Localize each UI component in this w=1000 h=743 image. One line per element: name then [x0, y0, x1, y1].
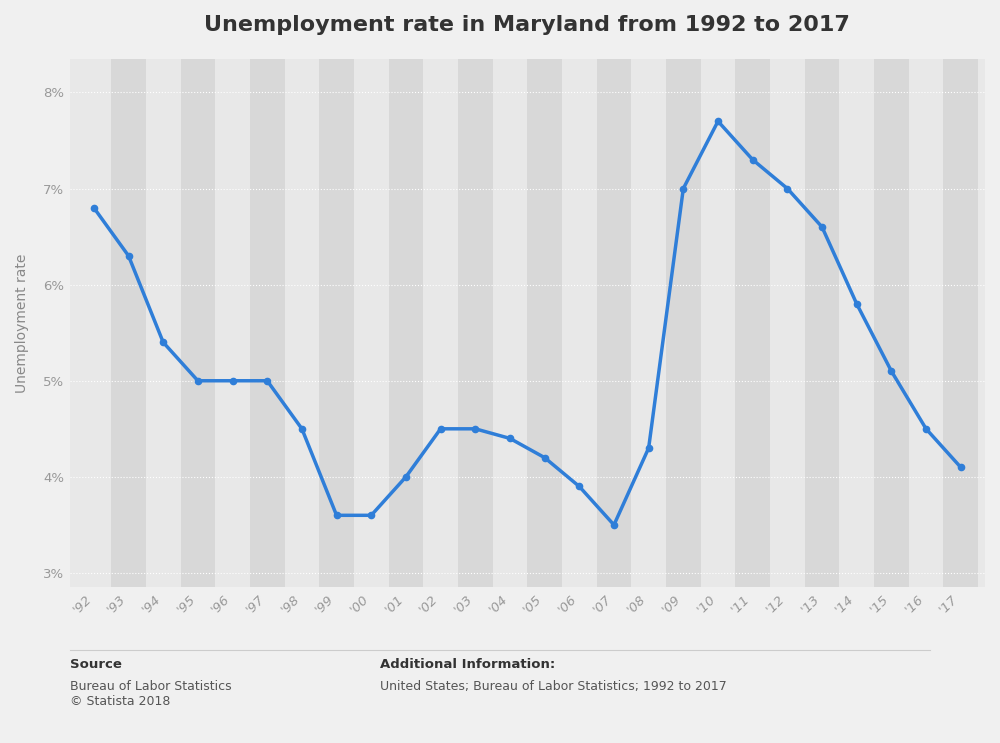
- Bar: [874, 59, 909, 588]
- Title: Unemployment rate in Maryland from 1992 to 2017: Unemployment rate in Maryland from 1992 …: [204, 15, 850, 35]
- Text: United States; Bureau of Labor Statistics; 1992 to 2017: United States; Bureau of Labor Statistic…: [380, 680, 727, 692]
- Bar: [354, 59, 389, 588]
- Bar: [181, 59, 215, 588]
- Text: Bureau of Labor Statistics
© Statista 2018: Bureau of Labor Statistics © Statista 20…: [70, 680, 232, 708]
- Bar: [458, 59, 493, 588]
- Bar: [839, 59, 874, 588]
- Bar: [285, 59, 319, 588]
- Bar: [389, 59, 423, 588]
- Bar: [423, 59, 458, 588]
- Bar: [631, 59, 666, 588]
- Bar: [735, 59, 770, 588]
- Bar: [943, 59, 978, 588]
- Bar: [215, 59, 250, 588]
- Bar: [562, 59, 597, 588]
- Bar: [527, 59, 562, 588]
- Bar: [805, 59, 839, 588]
- Y-axis label: Unemployment rate: Unemployment rate: [15, 253, 29, 393]
- Text: Additional Information:: Additional Information:: [380, 658, 555, 670]
- Bar: [146, 59, 181, 588]
- Bar: [250, 59, 285, 588]
- Text: Source: Source: [70, 658, 122, 670]
- Bar: [666, 59, 701, 588]
- Bar: [770, 59, 805, 588]
- Bar: [909, 59, 943, 588]
- Bar: [77, 59, 111, 588]
- Bar: [111, 59, 146, 588]
- Bar: [493, 59, 527, 588]
- Bar: [597, 59, 631, 588]
- Bar: [319, 59, 354, 588]
- Bar: [701, 59, 735, 588]
